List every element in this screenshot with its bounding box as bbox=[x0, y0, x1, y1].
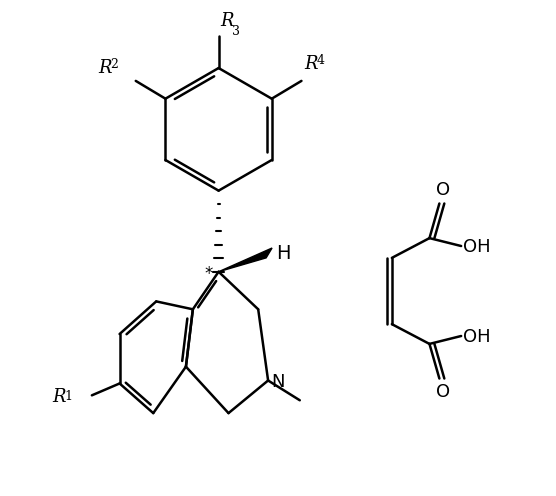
Text: 1: 1 bbox=[64, 390, 72, 403]
Text: OH: OH bbox=[463, 238, 491, 256]
Text: R: R bbox=[98, 59, 112, 77]
Text: N: N bbox=[271, 373, 285, 391]
Text: 3: 3 bbox=[232, 25, 240, 38]
Polygon shape bbox=[219, 248, 272, 272]
Text: *: * bbox=[205, 265, 213, 283]
Text: 4: 4 bbox=[316, 54, 324, 67]
Text: OH: OH bbox=[463, 328, 491, 346]
Text: 2: 2 bbox=[110, 58, 118, 71]
Text: R: R bbox=[52, 388, 66, 406]
Text: O: O bbox=[436, 181, 450, 198]
Text: R: R bbox=[305, 55, 318, 73]
Text: H: H bbox=[276, 245, 291, 263]
Text: O: O bbox=[436, 383, 450, 401]
Text: R: R bbox=[221, 12, 234, 30]
